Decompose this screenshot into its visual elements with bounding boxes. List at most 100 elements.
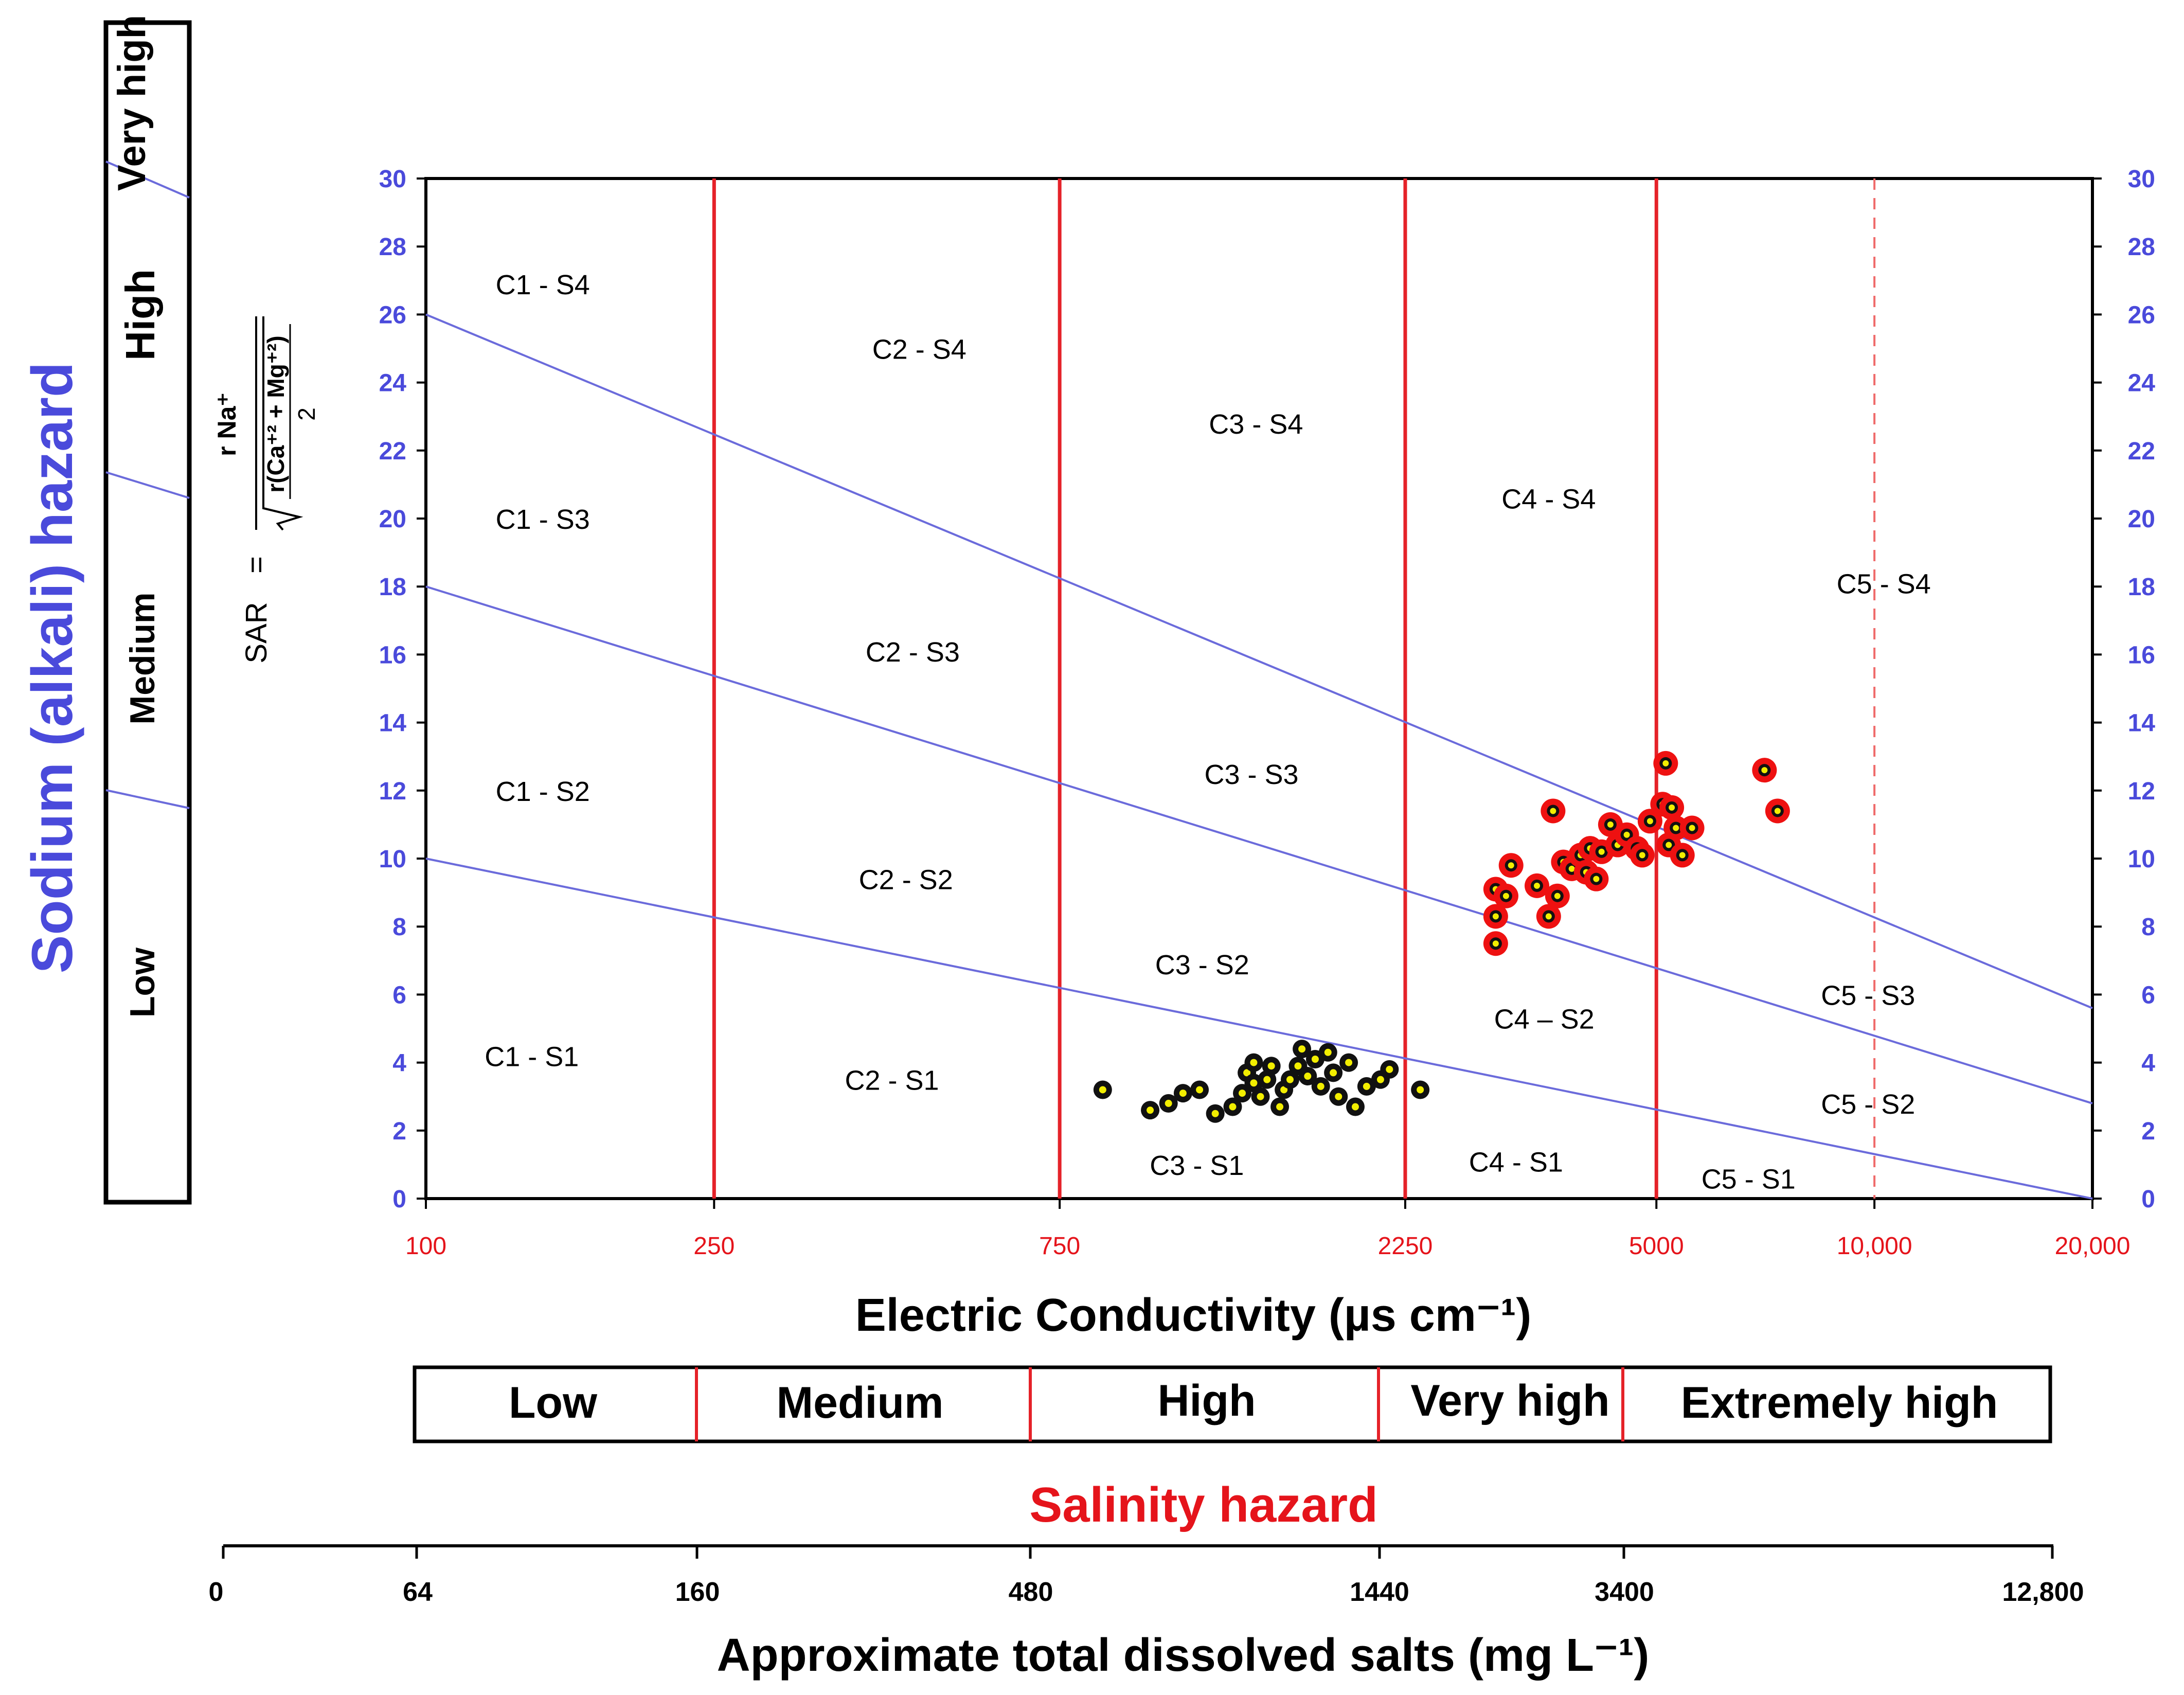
- tds-tick-160: 160: [675, 1577, 720, 1607]
- data-point-black-center: [1311, 1055, 1319, 1063]
- y-tick-label-right: 2: [2141, 1118, 2155, 1145]
- data-point-black-center: [1099, 1086, 1106, 1094]
- salinity-level-medium: Medium: [777, 1378, 944, 1428]
- region-label: C1 - S3: [496, 504, 590, 535]
- sodium-class-line: [425, 858, 2093, 1200]
- region-label: C1 - S4: [496, 270, 590, 300]
- y-tick-label-right: 24: [2128, 370, 2156, 397]
- y-tick-label-left: 28: [379, 234, 406, 261]
- y-tick-label-right: 16: [2128, 641, 2155, 669]
- data-point-red-center: [1669, 804, 1675, 811]
- x-tick-label: 2250: [1378, 1233, 1433, 1260]
- data-point-black-center: [1417, 1086, 1424, 1094]
- y-tick-label-right: 10: [2128, 846, 2155, 873]
- y-tick-label-left: 10: [379, 846, 406, 873]
- region-label: C5 - S3: [1821, 980, 1915, 1011]
- y-tick-label-left: 24: [379, 370, 407, 397]
- data-point-red-center: [1607, 821, 1614, 828]
- data-point-red-center: [1545, 913, 1552, 920]
- conductivity-class-lines: [712, 179, 1876, 1199]
- data-point-red-center: [1568, 865, 1575, 872]
- region-label: C2 - S4: [872, 334, 966, 365]
- data-point-red-center: [1623, 831, 1630, 838]
- data-point-red-center: [1502, 893, 1509, 899]
- tds-tick-3400: 3400: [1595, 1577, 1654, 1607]
- salinity-level-very-high: Very high: [1410, 1376, 1609, 1425]
- y-tick-label-right: 30: [2128, 166, 2155, 193]
- y-tick-label-left: 18: [379, 574, 406, 601]
- region-label: C3 - S2: [1155, 950, 1249, 980]
- sodium-level-very-high: Very high: [110, 15, 154, 191]
- data-point-red-center: [1689, 825, 1695, 831]
- x-tick-label: 100: [405, 1233, 446, 1260]
- region-label: C2 - S2: [859, 865, 953, 896]
- data-point-red-center: [1492, 940, 1499, 947]
- data-point-black-center: [1363, 1082, 1370, 1090]
- data-point-black-center: [1304, 1073, 1312, 1080]
- y-tick-label-left: 16: [379, 641, 406, 669]
- sodium-scale-divider-1: [105, 160, 190, 199]
- data-series: [1093, 751, 1790, 1123]
- region-label: C4 - S4: [1501, 484, 1596, 514]
- data-point-red-center: [1662, 760, 1669, 766]
- sar-label: SAR: [240, 602, 273, 663]
- y-tick-label-right: 14: [2128, 710, 2156, 737]
- y-tick-label-right: 6: [2141, 982, 2155, 1009]
- data-point-black-center: [1239, 1090, 1246, 1097]
- sodium-level-high: High: [117, 269, 163, 361]
- tds-axis: 0 64 160 480 1440 3400 12,800: [209, 1544, 2084, 1607]
- data-point-black-center: [1280, 1086, 1288, 1094]
- data-point-red-center: [1761, 767, 1768, 774]
- sar-numerator: r Na⁺: [212, 392, 241, 456]
- y-tick-label-right: 20: [2128, 506, 2155, 533]
- tds-axis-label: Approximate total dissolved salts (mg L⁻…: [717, 1630, 1650, 1681]
- y-tick-label-left: 2: [392, 1118, 406, 1145]
- data-point-black-center: [1257, 1093, 1264, 1100]
- x-tick-label: 750: [1039, 1233, 1080, 1260]
- region-label: C3 - S1: [1150, 1150, 1244, 1181]
- data-point-red-center: [1554, 893, 1561, 899]
- region-label: C4 – S2: [1494, 1004, 1595, 1035]
- region-label: C2 - S3: [866, 637, 960, 668]
- x-tick-label: 20,000: [2055, 1233, 2131, 1260]
- y-tick-label-left: 4: [392, 1050, 406, 1077]
- sar-equals: =: [240, 556, 273, 574]
- y-tick-label-right: 0: [2141, 1186, 2155, 1213]
- data-point-black-center: [1345, 1059, 1353, 1066]
- y-tick-label-left: 8: [392, 914, 406, 941]
- salinity-hazard-title: Salinity hazard: [1029, 1477, 1378, 1532]
- sar-denominator: r(Ca⁺² + Mg⁺²): [262, 335, 289, 492]
- y-tick-label-right: 28: [2128, 234, 2155, 261]
- y-tick-label-right: 8: [2141, 914, 2155, 941]
- sodium-scale-box: [103, 20, 192, 1205]
- data-point-red-center: [1598, 848, 1605, 855]
- data-point-black-center: [1330, 1069, 1337, 1077]
- sodium-level-low: Low: [123, 947, 162, 1018]
- data-point-black-center: [1243, 1069, 1251, 1077]
- region-label: C3 - S4: [1209, 409, 1303, 440]
- data-point-red-center: [1774, 808, 1781, 814]
- y-tick-label-right: 18: [2128, 574, 2155, 601]
- y-tick-label-right: 26: [2128, 301, 2155, 329]
- region-label: C4 - S1: [1469, 1147, 1563, 1177]
- x-tick-label: 5000: [1629, 1233, 1684, 1260]
- data-point-black-center: [1376, 1076, 1384, 1083]
- data-point-red-center: [1673, 825, 1679, 831]
- y-tick-label-right: 22: [2128, 438, 2155, 465]
- region-label: C2 - S1: [845, 1065, 939, 1096]
- salinity-level-extremely-high: Extremely high: [1681, 1378, 1998, 1428]
- y-tick-label-left: 12: [379, 778, 406, 805]
- tds-tick-480: 480: [1009, 1577, 1053, 1607]
- salinity-level-low: Low: [509, 1378, 598, 1428]
- tds-tick-1440: 1440: [1350, 1577, 1409, 1607]
- y-tick-label-left: 6: [392, 982, 406, 1009]
- sar-root-sign: [262, 316, 303, 531]
- series-black-group: [1093, 1040, 1430, 1123]
- y-tick-label-left: 14: [379, 710, 407, 737]
- data-point-black-center: [1250, 1079, 1258, 1087]
- data-point-black-center: [1147, 1107, 1154, 1114]
